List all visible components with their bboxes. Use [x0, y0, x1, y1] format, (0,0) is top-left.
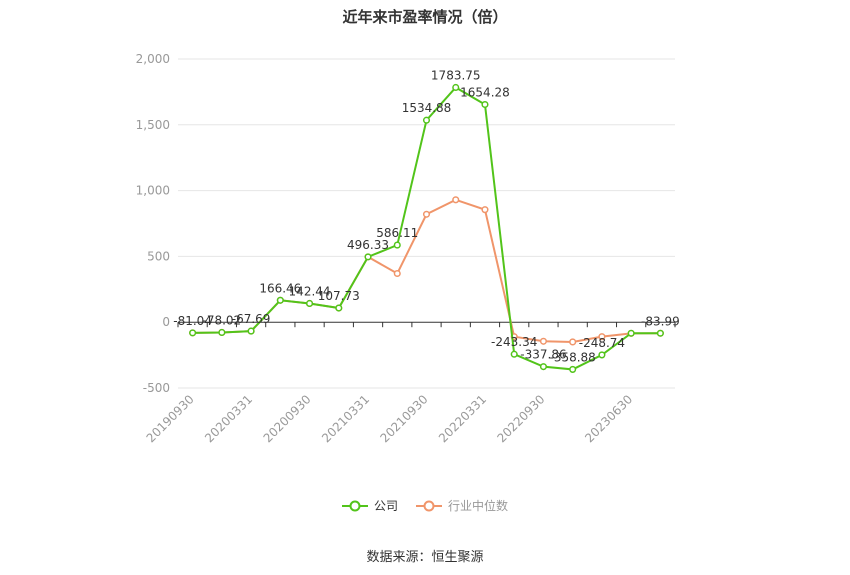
data-source: 数据来源：恒生聚源: [366, 550, 484, 565]
y-tick-label: 1,000: [136, 184, 170, 198]
data-point[interactable]: [364, 253, 372, 261]
x-tick-label: 20220930: [494, 392, 547, 445]
legend-line-company-icon: [341, 500, 368, 511]
data-label: 496.33: [347, 238, 389, 252]
series-line-0: [192, 86, 661, 371]
legend-label-industry-median: 行业中位数: [448, 499, 509, 513]
data-label: -248.74: [579, 336, 625, 350]
legend: 公司 行业中位数: [0, 497, 850, 514]
data-point[interactable]: [539, 363, 547, 371]
x-tick-label: 20200331: [202, 392, 255, 445]
data-point[interactable]: [539, 337, 547, 345]
data-point[interactable]: [627, 329, 635, 337]
chart-title: 近年来市盈率情况（倍）: [342, 8, 508, 26]
x-tick-label: 20220331: [436, 392, 489, 445]
data-point[interactable]: [276, 296, 284, 304]
y-tick-label: 1,500: [136, 118, 170, 132]
data-label: -67.69: [232, 312, 271, 326]
legend-item-company[interactable]: 公司: [341, 497, 398, 514]
data-point[interactable]: [481, 100, 489, 109]
data-point[interactable]: [656, 329, 664, 337]
data-point[interactable]: [452, 83, 460, 92]
data-label: 107.73: [318, 289, 360, 303]
x-tick-label: 20190930: [144, 392, 197, 445]
data-point[interactable]: [393, 269, 401, 278]
x-tick-label: 20230630: [582, 392, 635, 445]
data-point[interactable]: [218, 328, 226, 337]
data-point[interactable]: [481, 206, 489, 214]
data-label: 1783.75: [431, 68, 481, 82]
data-label: 1654.28: [460, 85, 510, 99]
series-layer: [189, 83, 664, 373]
y-tick-label: -500: [143, 381, 170, 395]
y-tick-label: 0: [162, 315, 170, 329]
data-point[interactable]: [422, 210, 431, 218]
data-label: -337.86: [520, 348, 566, 362]
data-label: 1534.88: [402, 101, 452, 115]
y-tick-label: 500: [147, 249, 170, 263]
data-label: 166.46: [259, 281, 301, 295]
data-point[interactable]: [306, 299, 314, 308]
y-tick-label: 2,000: [136, 52, 170, 66]
data-label: -358.88: [550, 350, 596, 364]
data-point[interactable]: [335, 304, 343, 312]
data-label: -81.04: [173, 314, 212, 328]
data-point[interactable]: [393, 241, 401, 249]
data-point[interactable]: [598, 351, 606, 359]
x-tick-label: 20210930: [378, 392, 431, 445]
line-chart: 2,000 1,500 1,000 500 0 -500 20190930 20200331…: [136, 52, 680, 445]
data-point[interactable]: [569, 338, 577, 346]
x-tick-label: 20200930: [261, 392, 314, 445]
x-tick-label: 20210331: [319, 392, 372, 445]
data-point[interactable]: [452, 196, 460, 204]
data-label: -83.99: [641, 314, 680, 328]
y-axis: 2,000 1,500 1,000 500 0 -500: [136, 52, 170, 395]
legend-line-industry-icon: [416, 500, 442, 511]
data-point[interactable]: [510, 350, 518, 358]
data-point[interactable]: [247, 327, 255, 335]
data-label: -78.02: [203, 313, 242, 327]
data-point[interactable]: [569, 365, 577, 373]
data-point[interactable]: [598, 333, 606, 341]
grid-lines: [178, 58, 675, 389]
data-label: 142.44: [289, 284, 331, 298]
legend-label-company: 公司: [373, 499, 398, 513]
data-label: 586.11: [376, 226, 418, 240]
legend-item-industry-median[interactable]: 行业中位数: [416, 497, 508, 514]
data-point[interactable]: [422, 116, 431, 124]
data-point[interactable]: [189, 329, 197, 337]
data-label: -243.34: [491, 335, 537, 349]
